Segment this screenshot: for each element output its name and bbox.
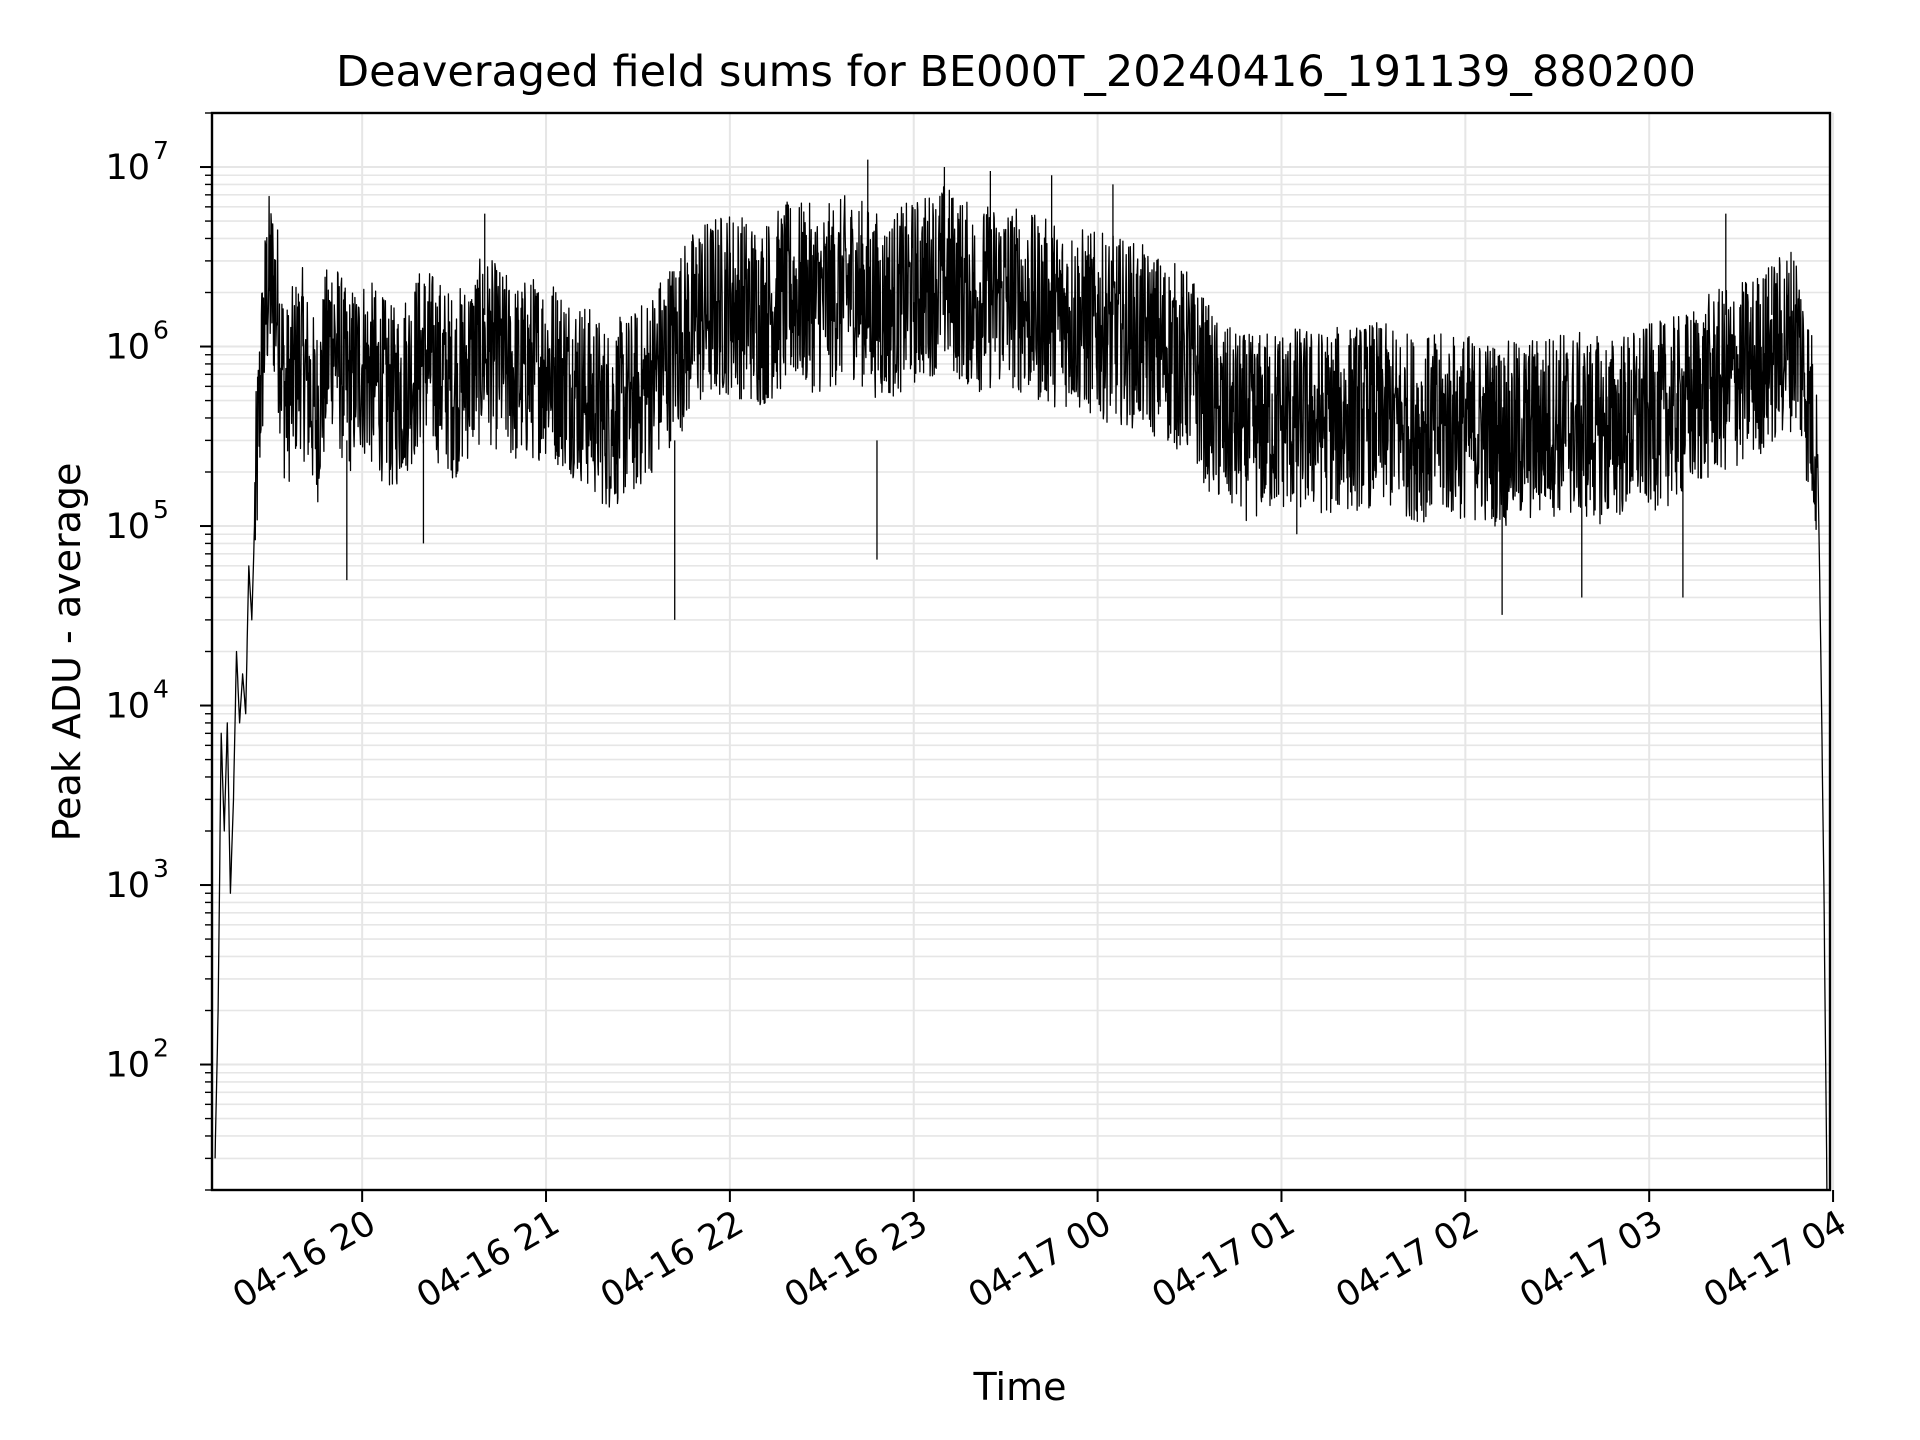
series-line-group: [214, 159, 1828, 1191]
y-axis-label: Peak ADU - average: [45, 463, 89, 842]
y-tick-exponent: 5: [153, 495, 169, 524]
x-axis-label: Time: [973, 1365, 1067, 1409]
y-tick-label: 10: [105, 148, 150, 188]
y-tick-exponent: 3: [153, 854, 169, 883]
y-tick-exponent: 6: [153, 316, 169, 345]
y-tick-exponent: 2: [153, 1034, 169, 1063]
y-tick-label: 10: [105, 866, 150, 906]
y-tick-label: 10: [105, 328, 150, 368]
y-tick-exponent: 4: [153, 675, 169, 704]
y-tick-label: 10: [105, 687, 150, 727]
chart-title: Deaveraged field sums for BE000T_2024041…: [336, 47, 1696, 97]
y-tick-exponent: 7: [153, 136, 169, 165]
y-tick-label: 10: [105, 1046, 150, 1086]
series-line: [214, 186, 1828, 1191]
y-tick-label: 10: [105, 507, 150, 547]
